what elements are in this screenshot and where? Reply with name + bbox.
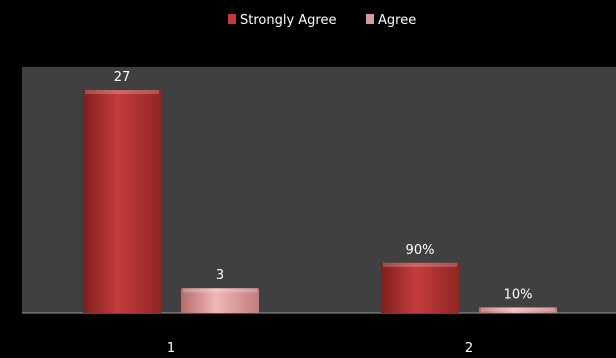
legend-label-agree: Agree [378, 13, 416, 28]
bar-highlight-agree-2 [481, 307, 555, 312]
legend-swatch-strongly-agree [228, 14, 236, 24]
bar-strongly-agree-1 [83, 90, 161, 313]
category-labels: 1 2 [167, 341, 473, 356]
bar-highlight-strongly-agree-2 [383, 262, 457, 267]
bar-highlight-agree-1 [183, 288, 257, 293]
data-label-agree-2: 10% [504, 287, 533, 302]
bars-layer: 27 3 90% 10% [83, 70, 557, 313]
category-label-1: 1 [167, 341, 175, 356]
bar-highlight-strongly-agree-1 [85, 90, 159, 94]
bar-agree-1 [181, 288, 259, 313]
data-label-agree-1: 3 [216, 268, 224, 283]
legend: Strongly Agree Agree [228, 13, 416, 28]
legend-item-strongly-agree: Strongly Agree [228, 13, 337, 28]
data-label-strongly-agree-2: 90% [406, 243, 435, 258]
legend-item-agree: Agree [366, 13, 416, 28]
category-label-2: 2 [465, 341, 473, 356]
bar-strongly-agree-2 [381, 262, 459, 313]
legend-swatch-agree [366, 14, 374, 24]
legend-label-strongly-agree: Strongly Agree [240, 13, 337, 28]
bar-agree-2 [479, 307, 557, 313]
data-label-strongly-agree-1: 27 [114, 70, 131, 85]
